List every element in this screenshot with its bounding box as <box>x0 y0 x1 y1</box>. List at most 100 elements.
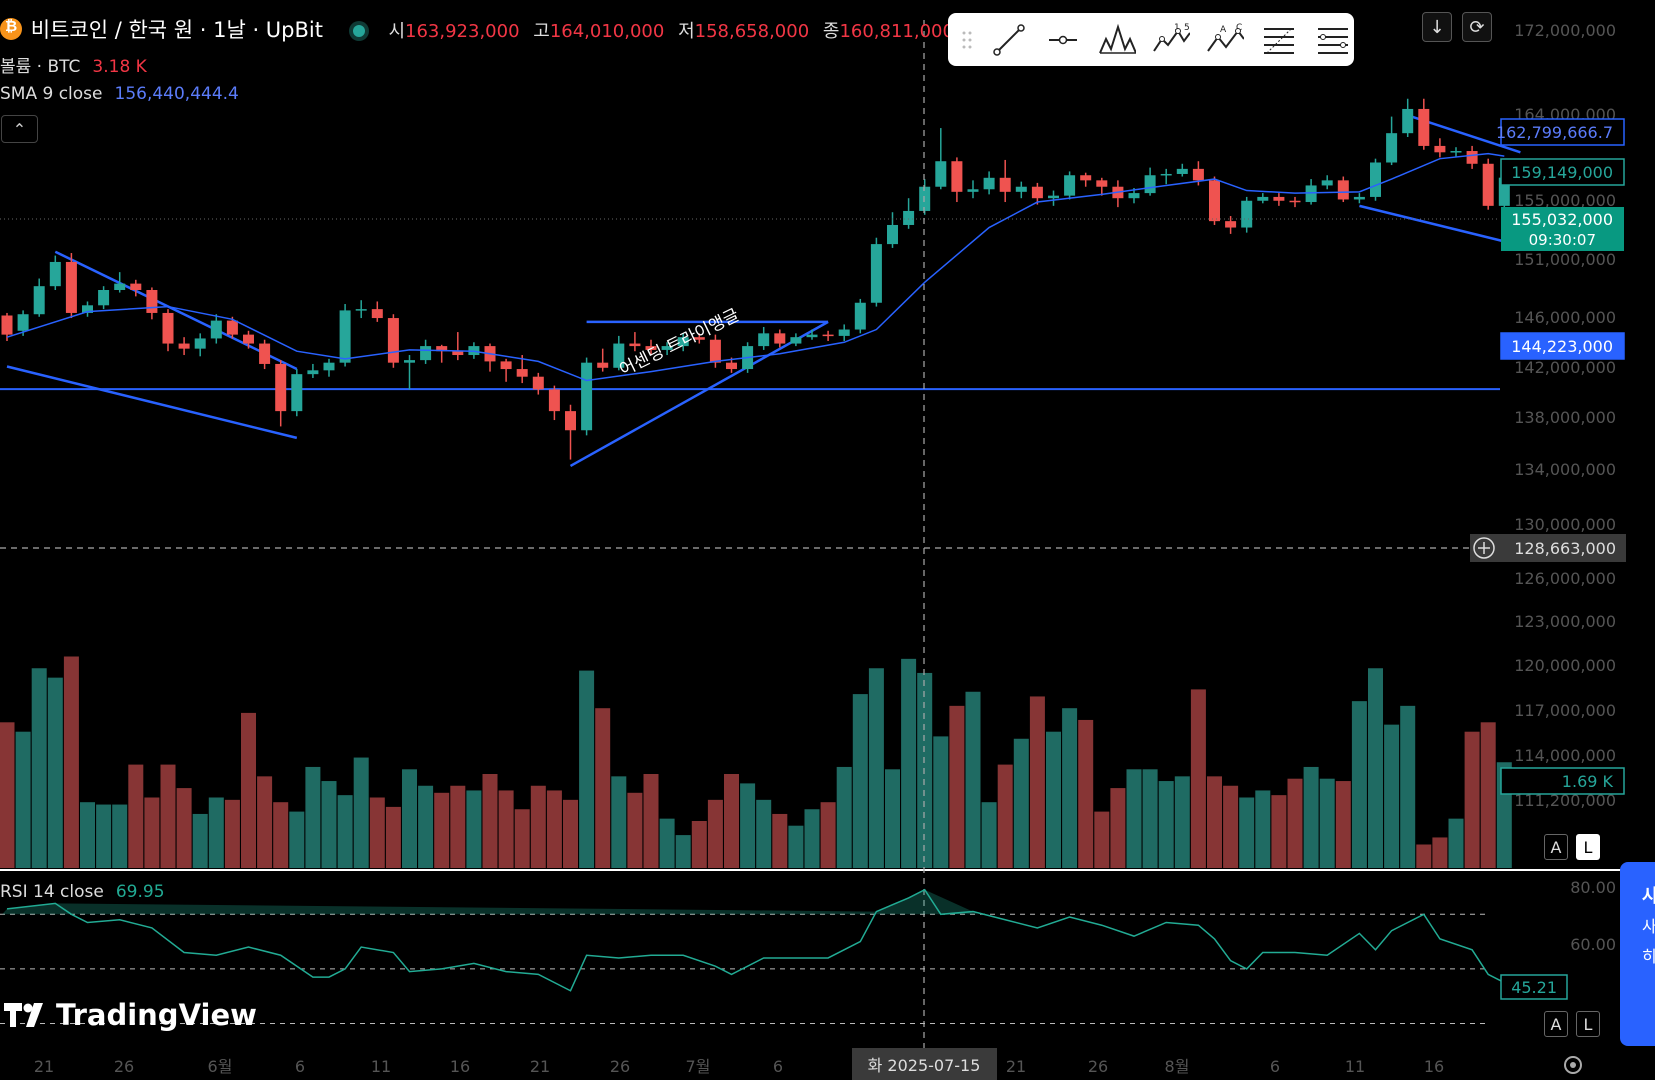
candle <box>661 342 673 356</box>
tradingview-wordmark: TradingView <box>56 998 257 1032</box>
candle-body <box>999 177 1011 192</box>
trend-line-icon[interactable] <box>990 21 1028 59</box>
volume-bar <box>1480 722 1496 868</box>
volume-bar <box>466 790 482 868</box>
volume-legend: 볼륨 · BTC 3.18 K <box>0 52 147 77</box>
close-label: 종 <box>822 21 840 42</box>
candle-body <box>726 362 737 370</box>
candle <box>178 337 190 356</box>
volume-bar <box>80 802 95 868</box>
volume-bar <box>1013 738 1029 868</box>
volume-bar <box>418 785 434 868</box>
candle-body <box>903 210 915 225</box>
volume-bar <box>933 736 949 868</box>
candle <box>33 278 45 317</box>
candle-body <box>548 389 560 412</box>
candle <box>226 316 238 339</box>
volume-bar <box>772 813 788 868</box>
auto-scale-button[interactable]: A <box>1544 834 1568 860</box>
rsi-log-scale-button[interactable]: L <box>1576 1011 1600 1037</box>
horizontal-ray-icon[interactable] <box>1044 21 1082 59</box>
volume-bar <box>0 722 15 868</box>
volume-bar <box>1158 781 1174 868</box>
volume-bar <box>885 769 900 868</box>
volume-bar <box>1335 781 1351 868</box>
candle-body <box>935 161 947 187</box>
candle-body <box>1176 168 1188 174</box>
candle <box>1482 158 1494 210</box>
candle-body <box>1080 175 1092 181</box>
volume-bar <box>15 731 31 868</box>
candle <box>645 339 657 356</box>
candle <box>130 279 142 297</box>
candle <box>1402 98 1414 137</box>
bitcoin-logo-icon: ₿ <box>0 17 22 40</box>
volume-bar <box>144 797 160 868</box>
candle-body <box>758 333 770 347</box>
candle <box>1209 176 1220 225</box>
head-shoulders-icon[interactable] <box>1098 21 1136 59</box>
tradingview-logo[interactable]: TradingView <box>4 998 257 1032</box>
log-scale-button[interactable]: L <box>1576 834 1600 860</box>
candle-body <box>98 290 110 306</box>
candle <box>677 333 689 352</box>
volume-bar <box>546 790 562 868</box>
candle <box>887 212 898 248</box>
side-panel-tab[interactable]: 사 사 히 <box>1620 862 1655 1046</box>
candle <box>532 372 544 395</box>
horizontal-line-label: 144,223,000 <box>1511 337 1613 356</box>
candle-body <box>967 189 979 192</box>
candle <box>323 358 335 377</box>
svg-text:C: C <box>1236 23 1242 33</box>
high-label: 고 <box>533 21 550 42</box>
collapse-legend-button[interactable]: ⌃ <box>1 115 38 143</box>
gann-fan-icon[interactable] <box>1314 21 1352 59</box>
rsi-value: 69.95 <box>115 882 165 902</box>
volume-bar <box>1094 811 1110 868</box>
candle-body <box>581 362 593 431</box>
candle-body <box>1466 151 1478 164</box>
volume-bar <box>530 785 546 868</box>
candle-body <box>1192 168 1204 181</box>
candle-body <box>774 333 786 344</box>
trendline <box>569 320 829 468</box>
drag-handle-icon[interactable] <box>960 21 974 59</box>
price-tick-label: 134,000,000 <box>1514 460 1616 479</box>
volume-bar <box>369 797 385 868</box>
candle <box>838 324 850 341</box>
candle <box>581 357 593 436</box>
candle <box>98 286 110 310</box>
candle-body <box>1402 108 1414 134</box>
price-tick-label: 142,000,000 <box>1514 358 1616 377</box>
candle <box>387 314 399 368</box>
candle <box>146 287 158 320</box>
volume-bar <box>675 835 691 868</box>
volume-bar <box>192 813 208 868</box>
high-value: 164,010,000 <box>549 21 665 42</box>
last-price-label: 155,032,000 <box>1511 210 1613 229</box>
fib-retracement-icon[interactable] <box>1260 21 1298 59</box>
x-tick-label: 7월 <box>686 1057 711 1076</box>
candle-body <box>951 161 963 192</box>
candle <box>774 329 786 348</box>
reset-button[interactable]: ⟳ <box>1462 12 1492 42</box>
volume-bar <box>321 781 337 868</box>
x-tick-label: 26 <box>114 1057 134 1076</box>
candle-body <box>146 290 158 313</box>
download-button[interactable]: ↓ <box>1422 12 1452 42</box>
candle-body <box>275 363 287 412</box>
candle <box>951 157 963 203</box>
candle-body <box>500 361 512 370</box>
rsi-auto-scale-button[interactable]: A <box>1544 1011 1568 1037</box>
candle <box>613 335 625 371</box>
side-tab-char-3: 히 <box>1642 947 1655 966</box>
volume-bar <box>1384 724 1400 868</box>
candle-body <box>307 370 319 375</box>
candle <box>291 369 303 417</box>
volume-bar <box>1110 788 1126 868</box>
candle-body <box>887 224 898 245</box>
candle <box>371 301 383 322</box>
